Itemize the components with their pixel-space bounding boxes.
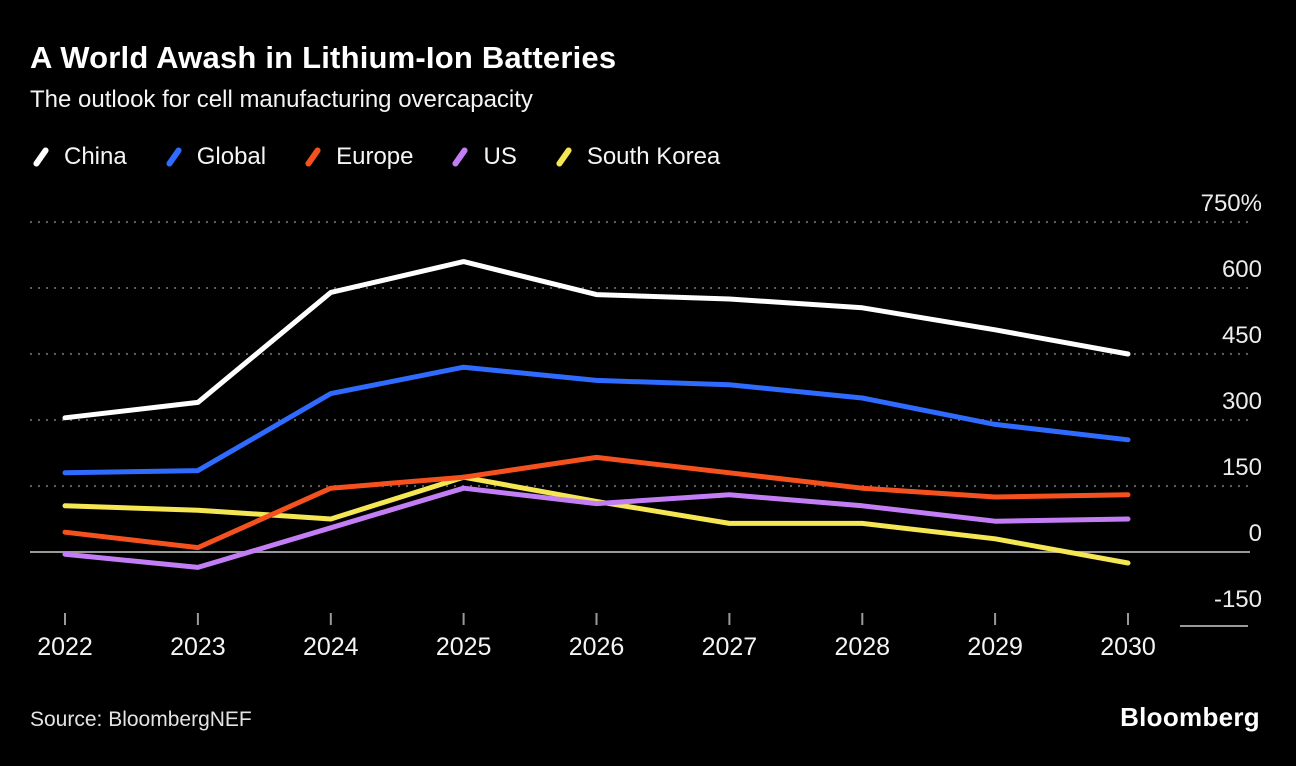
x-axis-label: 2022 <box>37 633 93 661</box>
bloomberg-logo: Bloomberg <box>1120 702 1260 732</box>
chart-title: A World Awash in Lithium-Ion Batteries <box>30 40 617 75</box>
chart-subtitle: The outlook for cell manufacturing overc… <box>30 86 533 113</box>
line-swatch-icon <box>32 146 50 168</box>
x-axis-label: 2027 <box>701 633 758 661</box>
line-swatch-icon <box>451 146 470 168</box>
line-swatch-icon <box>304 146 322 168</box>
source-text: Source: BloombergNEF <box>30 708 252 731</box>
legend-label: China <box>64 143 127 170</box>
legend-item-us: US <box>449 143 517 171</box>
legend-item-south-korea: South Korea <box>553 143 720 171</box>
y-axis-label: 0 <box>1248 520 1262 547</box>
y-axis-label: 600 <box>1221 256 1262 283</box>
legend-label: US <box>483 143 517 170</box>
plot-area: 750% 600 450 300 150 0 -150 2022 2023 20… <box>0 183 1296 693</box>
y-axis-label: 450 <box>1221 322 1262 349</box>
x-axis-label: 2029 <box>967 633 1023 661</box>
x-axis-label: 2025 <box>435 633 492 661</box>
legend-item-global: Global <box>163 143 266 171</box>
x-axis-label: 2024 <box>302 633 359 661</box>
x-axis-label: 2023 <box>170 633 226 661</box>
legend-item-china: China <box>30 143 127 171</box>
y-axis-label: -150 <box>1213 586 1262 613</box>
y-axis-label: 150 <box>1221 454 1262 481</box>
line-swatch-icon <box>164 146 183 168</box>
legend: China Global Europe US South Korea <box>30 140 720 174</box>
x-axis-label: 2028 <box>834 633 891 661</box>
y-axis-label: 750% <box>1200 190 1262 217</box>
x-axis-label: 2026 <box>568 633 625 661</box>
y-axis-label: 300 <box>1221 388 1262 415</box>
line-swatch-icon <box>555 146 573 168</box>
legend-item-europe: Europe <box>302 143 413 171</box>
plot-svg <box>30 221 1250 627</box>
x-axis-label: 2030 <box>1100 633 1156 661</box>
legend-label: South Korea <box>586 143 721 170</box>
legend-label: Europe <box>336 143 414 170</box>
legend-label: Global <box>196 143 267 170</box>
